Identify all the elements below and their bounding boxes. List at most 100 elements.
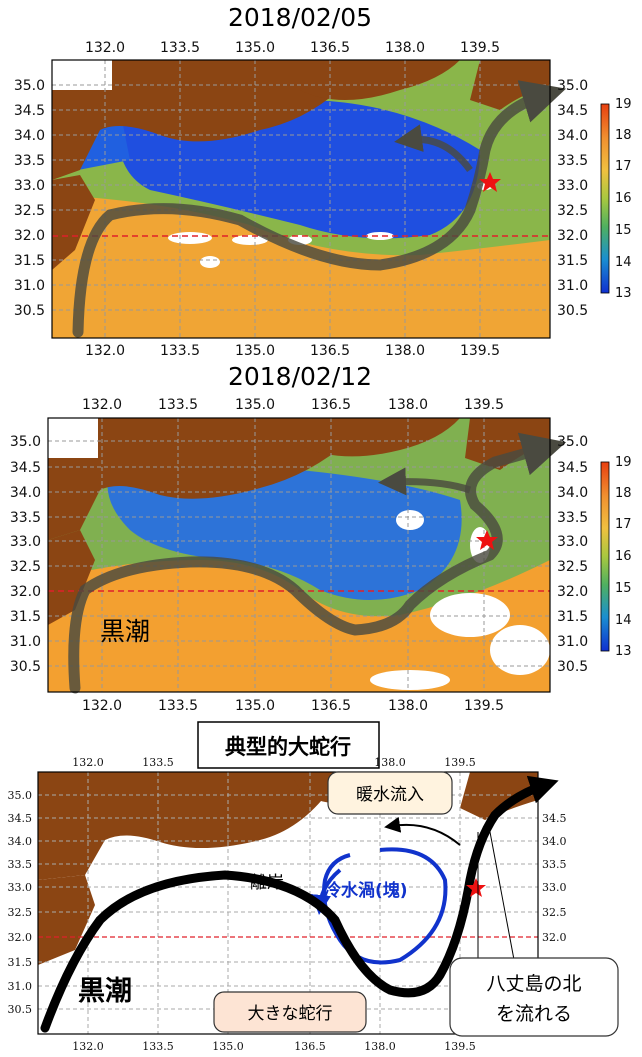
sst-panel-1: 2018/02/05	[14, 3, 632, 359]
sst-panel-2: 2018/02/12 黒	[10, 362, 632, 714]
svg-text:139.5: 139.5	[464, 397, 504, 413]
panel-2-kuroshio-label: 黒潮	[100, 617, 150, 646]
warm-inflow-label: 暖水流入	[356, 785, 424, 805]
svg-text:132.0: 132.0	[82, 397, 122, 413]
svg-text:135.0: 135.0	[212, 1040, 244, 1053]
svg-text:32.5: 32.5	[10, 559, 41, 575]
cold-eddy-loop	[322, 847, 448, 965]
panel-1-hachijo-star	[479, 172, 501, 192]
panel-2-lat-ticks: 35.0 34.5 34.0 33.5 33.0 32.5 32.0 31.5 …	[10, 434, 588, 675]
svg-text:34.0: 34.0	[10, 485, 41, 501]
panel-2-date: 2018/02/12	[228, 362, 372, 391]
svg-text:136.5: 136.5	[310, 40, 350, 56]
svg-text:14: 14	[615, 255, 632, 270]
svg-text:33.5: 33.5	[557, 510, 588, 526]
svg-text:34.0: 34.0	[14, 128, 45, 144]
svg-text:34.5: 34.5	[14, 103, 45, 119]
svg-text:34.5: 34.5	[542, 812, 567, 825]
large-meander-label: 大きな蛇行	[248, 1004, 333, 1024]
schematic-title-box	[197, 721, 380, 769]
svg-text:32.5: 32.5	[557, 559, 588, 575]
schematic-title: 典型的大蛇行	[225, 735, 351, 759]
panel-1-lat-ticks: 35.0 34.5 34.0 33.5 33.0 32.5 32.0 31.5 …	[14, 78, 588, 319]
schematic-warm-inflow-arrow	[384, 816, 461, 846]
panel-1-frame	[51, 59, 551, 339]
svg-text:132.0: 132.0	[82, 698, 122, 714]
svg-text:33.5: 33.5	[557, 153, 588, 169]
svg-text:135.0: 135.0	[235, 40, 275, 56]
svg-text:18: 18	[615, 128, 632, 143]
schematic-lat-ticks: 35.0 34.5 34.0 33.5 33.0 32.5 32.0 31.5 …	[8, 789, 567, 1016]
svg-text:139.5: 139.5	[444, 756, 476, 769]
svg-text:34.0: 34.0	[8, 835, 33, 848]
svg-text:15: 15	[615, 581, 632, 596]
large-meander-callout	[213, 991, 367, 1033]
svg-text:139.5: 139.5	[464, 698, 504, 714]
svg-text:34.5: 34.5	[10, 460, 41, 476]
svg-text:16: 16	[615, 191, 632, 206]
schematic-hachijo-star	[466, 878, 486, 897]
svg-text:32.5: 32.5	[542, 906, 567, 919]
hachijo-callout	[449, 957, 619, 1037]
svg-text:17: 17	[615, 517, 632, 532]
schematic-kuroshio-label: 黒潮	[78, 976, 132, 1007]
svg-text:13: 13	[615, 286, 632, 301]
svg-text:135.0: 135.0	[235, 397, 275, 413]
svg-text:30.5: 30.5	[8, 1003, 33, 1016]
svg-text:34.0: 34.0	[542, 835, 567, 848]
svg-text:17: 17	[615, 159, 632, 174]
svg-text:13: 13	[615, 644, 632, 659]
svg-text:133.5: 133.5	[142, 756, 174, 769]
svg-text:139.5: 139.5	[444, 1040, 476, 1053]
svg-text:33.5: 33.5	[14, 153, 45, 169]
svg-text:136.5: 136.5	[311, 397, 351, 413]
svg-text:34.5: 34.5	[557, 103, 588, 119]
svg-text:35.0: 35.0	[10, 434, 41, 450]
svg-text:31.5: 31.5	[557, 253, 588, 269]
panel-2-kuroshio-path	[68, 432, 567, 694]
svg-text:30.5: 30.5	[557, 303, 588, 319]
svg-text:31.0: 31.0	[557, 278, 588, 294]
svg-text:132.0: 132.0	[72, 756, 104, 769]
svg-text:32.0: 32.0	[14, 228, 45, 244]
svg-text:133.5: 133.5	[158, 698, 198, 714]
svg-text:31.0: 31.0	[8, 980, 33, 993]
panel-2-colorbar: 19 18 17 16 15 14 13	[600, 455, 632, 659]
schematic-panel: 典型的大蛇行 黒潮 離岸 冷水渦(塊)	[8, 721, 619, 1053]
svg-text:136.5: 136.5	[311, 698, 351, 714]
svg-text:19: 19	[615, 97, 632, 112]
svg-text:30.5: 30.5	[14, 303, 45, 319]
svg-text:32.0: 32.0	[557, 228, 588, 244]
svg-text:133.5: 133.5	[142, 1040, 174, 1053]
svg-text:138.0: 138.0	[385, 343, 425, 359]
svg-text:136.5: 136.5	[294, 1040, 326, 1053]
svg-text:31.5: 31.5	[8, 956, 33, 969]
svg-text:138.0: 138.0	[385, 40, 425, 56]
svg-text:32.5: 32.5	[557, 203, 588, 219]
svg-text:132.0: 132.0	[85, 343, 125, 359]
svg-text:135.0: 135.0	[235, 343, 275, 359]
panel-1-lon-ticks: 132.0 133.5 135.0 136.5 138.0 139.5 132.…	[85, 40, 500, 359]
hachijo-label-line1: 八丈島の北	[486, 973, 581, 995]
svg-text:35.0: 35.0	[557, 434, 588, 450]
svg-text:34.5: 34.5	[557, 460, 588, 476]
svg-text:133.5: 133.5	[160, 343, 200, 359]
panel-2-warm-inflow-arrow	[378, 467, 472, 496]
svg-text:15: 15	[615, 223, 632, 238]
svg-text:19: 19	[615, 455, 632, 470]
svg-text:133.5: 133.5	[158, 397, 198, 413]
panel-1-date: 2018/02/05	[228, 3, 372, 32]
panel-1-kuroshio-path	[72, 80, 567, 338]
panel-1-land	[52, 60, 350, 180]
svg-text:139.5: 139.5	[460, 40, 500, 56]
svg-text:31.0: 31.0	[14, 278, 45, 294]
svg-text:31.5: 31.5	[14, 253, 45, 269]
panel-2-land	[48, 418, 350, 540]
svg-text:34.0: 34.0	[557, 128, 588, 144]
svg-text:31.0: 31.0	[10, 634, 41, 650]
schematic-land	[38, 772, 330, 880]
svg-text:32.0: 32.0	[8, 931, 33, 944]
svg-text:33.0: 33.0	[557, 178, 588, 194]
svg-text:33.0: 33.0	[557, 534, 588, 550]
